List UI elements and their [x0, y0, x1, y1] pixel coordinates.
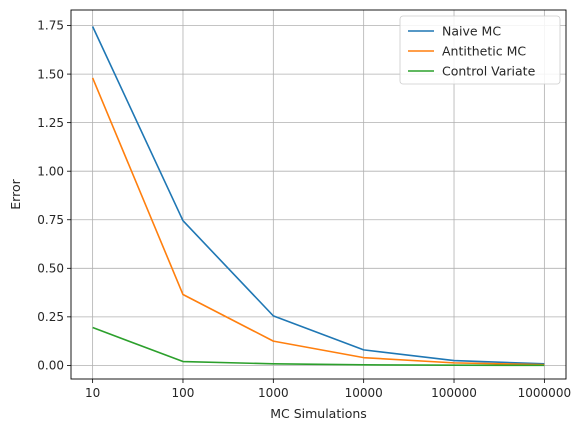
plot-frame — [70, 9, 567, 380]
legend-label: Control Variate — [442, 64, 536, 79]
grid-layer — [71, 10, 566, 379]
series-line-control-variate — [92, 326, 545, 367]
legend-box — [399, 15, 561, 85]
x-tick-label: 10 — [85, 386, 100, 400]
x-tick-label: 1000 — [258, 386, 289, 400]
y-tick-label: 1.50 — [37, 67, 64, 81]
series-line-naive-mc — [91, 26, 545, 365]
y-tick-label: 1.25 — [37, 116, 64, 130]
y-tick-label: 0.75 — [37, 213, 64, 227]
y-tick-label: 0.00 — [37, 359, 64, 373]
series-layer — [91, 26, 545, 367]
y-tick-label: 0.25 — [37, 310, 64, 324]
series-line-antithetic-mc — [91, 77, 545, 366]
legend-label: Antithetic MC — [442, 44, 526, 59]
y-tick-label: 1.00 — [37, 164, 64, 178]
x-tick-label: 1000000 — [518, 386, 571, 400]
legend-label: Naive MC — [442, 24, 501, 39]
legend: Naive MC Antithetic MC Control Variate — [399, 15, 561, 85]
y-axis-title: Error — [8, 178, 23, 209]
x-tick-label: 100 — [172, 386, 195, 400]
y-tick-label: 0.50 — [37, 262, 64, 276]
x-axis-title: MC Simulations — [270, 406, 367, 421]
x-tick-label: 10000 — [345, 386, 383, 400]
y-tick-label: 1.75 — [37, 19, 64, 33]
ticks-layer: 10 100 1000 10000 100000 1000000 0.00 0.25 0.50 0… — [37, 19, 571, 400]
x-tick-label: 100000 — [431, 386, 477, 400]
